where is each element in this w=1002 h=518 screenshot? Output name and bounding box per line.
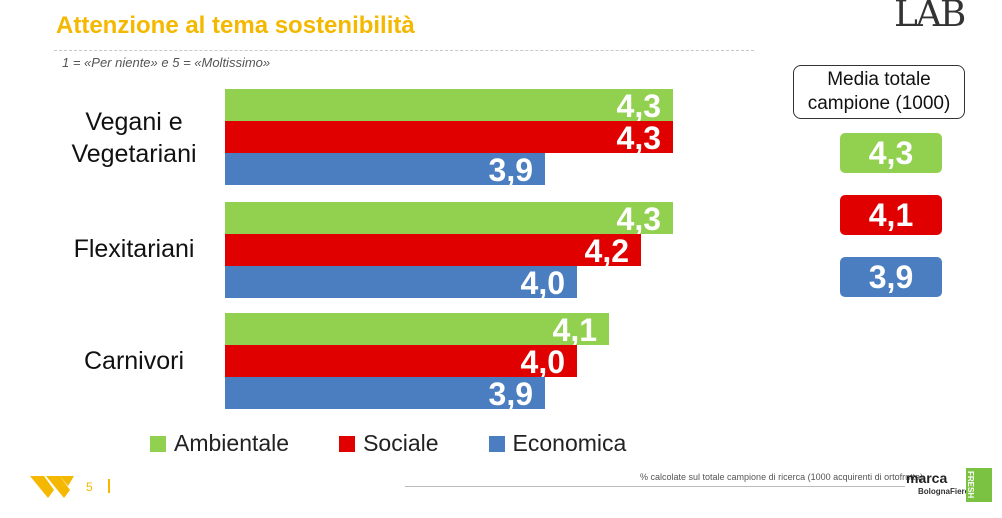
- page-title: Attenzione al tema sostenibilità: [56, 12, 415, 39]
- category-label: Vegetariani: [71, 140, 196, 168]
- partner-logo: marca: [906, 470, 948, 486]
- bar-value-label: 4,3: [617, 201, 661, 237]
- average-sociale: 4,1: [840, 195, 942, 235]
- subtitle-divider: [54, 50, 754, 51]
- legend-swatch-sociale: [339, 435, 356, 452]
- bar-sociale: [225, 345, 577, 377]
- lab-logo: LAB: [894, 0, 966, 35]
- scale-note: 1 = «Per niente» e 5 = «Moltissimo»: [62, 55, 271, 70]
- page-number-divider: [108, 479, 110, 493]
- bar-ambientale: [225, 89, 673, 121]
- partner-logo-sub: BolognaFiere: [918, 487, 970, 496]
- bar-economica: [225, 266, 577, 298]
- bar-value-label: 4,3: [617, 120, 661, 156]
- legend-swatch-economica: [488, 435, 505, 452]
- bar-economica: [225, 153, 545, 185]
- footer-divider: [405, 486, 905, 487]
- average-header: Media totale campione (1000): [793, 65, 965, 119]
- legend-swatch-ambientale: [150, 435, 166, 452]
- legend-label-ambientale: Ambientale: [174, 430, 290, 456]
- category-label: Flexitariani: [74, 235, 195, 263]
- brand-logo: [30, 472, 76, 500]
- brand-logo-icon: [30, 476, 74, 498]
- bar-value-label: 4,3: [617, 88, 661, 124]
- bar-value-label: 3,9: [489, 376, 533, 412]
- footer-note: % calcolate sul totale campione di ricer…: [640, 472, 924, 482]
- bar-value-label: 4,0: [521, 344, 565, 380]
- bar-ambientale: [225, 202, 673, 234]
- category-label: Vegani e: [85, 108, 182, 136]
- legend-item-ambientale: Ambientale: [150, 430, 289, 457]
- page-number: 5: [86, 480, 93, 494]
- bar-value-label: 4,0: [521, 265, 565, 301]
- bar-sociale: [225, 234, 641, 266]
- bar-economica: [225, 377, 545, 409]
- average-header-line2: campione (1000): [807, 93, 951, 114]
- legend-item-economica: Economica: [488, 430, 627, 457]
- category-label: Carnivori: [84, 347, 184, 375]
- legend-label-sociale: Sociale: [363, 430, 439, 456]
- bar-value-label: 4,2: [585, 233, 629, 269]
- average-economica: 3,9: [840, 257, 942, 297]
- average-ambientale: 4,3: [840, 133, 942, 173]
- fresh-badge: FRESH: [966, 468, 992, 502]
- average-header-line1: Media totale: [827, 69, 931, 90]
- legend-label-economica: Economica: [512, 430, 627, 456]
- legend-item-sociale: Sociale: [339, 430, 439, 457]
- bar-value-label: 3,9: [489, 152, 533, 188]
- bar-ambientale: [225, 313, 609, 345]
- bar-value-label: 4,1: [553, 312, 597, 348]
- bar-sociale: [225, 121, 673, 153]
- chart-legend: Ambientale Sociale Economica: [150, 430, 676, 457]
